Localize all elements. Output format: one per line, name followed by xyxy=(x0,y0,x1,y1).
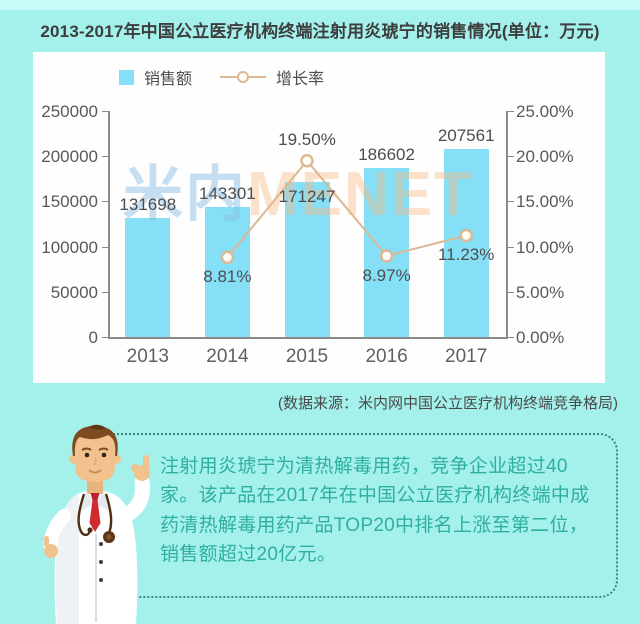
doctor-nose xyxy=(93,456,97,466)
doctor-tie-knot xyxy=(90,493,100,500)
y-axis-right-label: 15.00% xyxy=(516,192,574,212)
y-axis-left-tick xyxy=(102,337,108,338)
growth-point-marker xyxy=(379,249,394,263)
doctor-neck xyxy=(87,478,103,494)
doctor-stethoscope xyxy=(77,493,113,537)
doctor-eye-left xyxy=(84,452,90,458)
y-axis-right-label: 10.00% xyxy=(516,237,574,257)
y-axis-right-tick xyxy=(507,291,514,293)
bar-2017 xyxy=(443,149,489,337)
y-axis-left-label: 150000 xyxy=(41,192,98,212)
doctor-pointing-hand xyxy=(131,455,150,481)
doctor-hair xyxy=(72,426,118,456)
doctor-button xyxy=(99,560,103,564)
y-axis-left-tick xyxy=(102,111,108,112)
bar-value-label: 143301 xyxy=(199,184,256,204)
legend-bar-swatch-icon xyxy=(119,69,134,85)
y-axis-right xyxy=(506,111,508,337)
y-axis-right-tick xyxy=(507,201,514,203)
growth-value-label: 11.23% xyxy=(437,245,495,265)
bar-value-label: 131698 xyxy=(119,194,177,214)
x-axis-label: 2014 xyxy=(206,346,249,367)
doctor-lapel-left xyxy=(81,491,95,511)
growth-value-label: 19.50% xyxy=(278,129,336,149)
bar-value-label: 186602 xyxy=(358,145,415,165)
top-strip xyxy=(0,0,640,10)
chart-panel: 销售额 增长率 0 50000 100000 150000 200000 250000 0.… xyxy=(33,52,605,383)
y-axis-right-label: 5.00% xyxy=(516,282,565,302)
watermark-cn: 米内 xyxy=(123,161,247,228)
doctor-button xyxy=(99,578,103,582)
bar-value-label: 171247 xyxy=(278,187,336,207)
doctor-face xyxy=(75,429,115,482)
growth-point-marker xyxy=(220,250,235,265)
y-axis-left-label: 0 xyxy=(88,328,98,347)
legend-label-sales: 销售额 xyxy=(144,71,193,88)
doctor-ear-left xyxy=(69,454,79,464)
chart-title: 2013-2017年中国公立医疗机构终端注射用炎琥宁的销售情况(单位：万元) xyxy=(40,22,600,41)
y-axis-left-label: 100000 xyxy=(41,237,98,257)
doctor-mascot xyxy=(43,424,151,624)
bar-value-label: 207561 xyxy=(437,126,495,146)
doctor-lapel-right xyxy=(95,491,109,511)
bar-2015 xyxy=(284,182,330,337)
doctor-ear-right xyxy=(111,454,121,464)
y-axis-right-label: 20.00% xyxy=(516,147,574,167)
x-axis xyxy=(108,337,508,339)
watermark: 米内MENET xyxy=(123,164,474,226)
doctor-mouth xyxy=(88,469,102,474)
doctor-tie xyxy=(89,500,101,532)
y-axis-right-label: 25.00% xyxy=(516,102,574,121)
y-axis-right-tick xyxy=(507,111,514,112)
y-axis-left-tick xyxy=(102,291,108,293)
doctor-eye-right xyxy=(101,452,107,458)
y-axis-right-label: 0.00% xyxy=(516,328,565,347)
growth-line-layer xyxy=(220,154,473,265)
legend-line-marker-icon xyxy=(220,70,267,84)
y-axis-left-tick xyxy=(102,246,108,248)
doctor-eyebrow-left xyxy=(81,447,92,451)
y-axis-left xyxy=(108,111,110,337)
doctor-eyebrow-right xyxy=(98,447,109,451)
growth-value-label: 8.81% xyxy=(203,267,252,287)
doctor-stethoscope-chestpiece-center xyxy=(106,534,112,540)
chart-legend: 销售额 增长率 xyxy=(119,65,324,89)
legend-label-growth: 增长率 xyxy=(276,71,325,88)
y-axis-left-tick xyxy=(102,156,108,158)
note-text: 注射用炎琥宁为清热解毒用药，竞争企业超过40家。该产品在2017年在中国公立医疗… xyxy=(160,456,590,566)
x-axis-label: 2013 xyxy=(126,346,169,367)
growth-point-marker xyxy=(459,228,473,243)
y-axis-right-tick xyxy=(507,337,514,338)
y-axis-left-tick xyxy=(102,201,108,203)
data-source-caption: (数据来源：米内网中国公立医疗机构终端竞争格局) xyxy=(278,395,618,412)
bar-2013 xyxy=(125,217,171,337)
doctor-left-hand xyxy=(44,536,58,558)
x-axis-label: 2015 xyxy=(285,346,329,367)
y-axis-left-label: 200000 xyxy=(41,147,98,167)
doctor-hair-swoosh xyxy=(88,424,106,430)
doctor-stethoscope-earpiece xyxy=(87,527,93,533)
y-axis-right-tick xyxy=(507,246,514,248)
growth-point-marker xyxy=(300,154,314,168)
bar-2014 xyxy=(204,207,250,337)
y-axis-right-tick xyxy=(507,156,514,158)
y-axis-left-label: 250000 xyxy=(41,102,98,121)
growth-value-label: 8.97% xyxy=(362,265,411,285)
growth-line xyxy=(226,159,467,258)
x-axis-label: 2017 xyxy=(445,346,488,367)
doctor-button xyxy=(99,542,103,546)
x-axis-label: 2016 xyxy=(365,346,408,367)
y-axis-left-label: 50000 xyxy=(50,282,98,302)
watermark-en: MENET xyxy=(247,160,474,229)
